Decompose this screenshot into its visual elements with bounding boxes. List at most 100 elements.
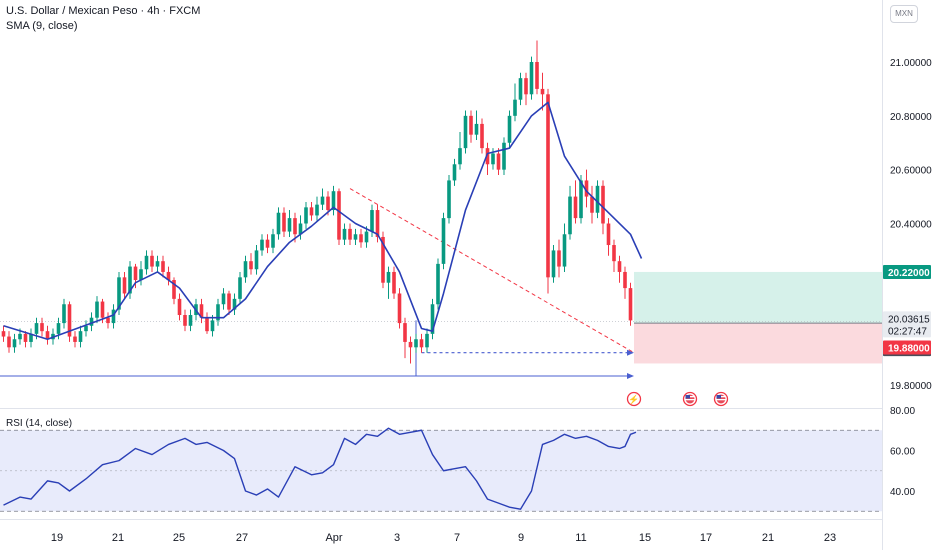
candle bbox=[425, 328, 429, 353]
candle-body bbox=[166, 271, 171, 281]
flag-icon-canton bbox=[716, 395, 721, 399]
candle bbox=[106, 312, 110, 329]
candle bbox=[78, 325, 83, 348]
candle bbox=[304, 201, 308, 229]
candle-body bbox=[474, 123, 479, 135]
candle bbox=[172, 277, 176, 305]
candle-body bbox=[122, 277, 127, 294]
candle-body bbox=[95, 301, 99, 318]
candle-body bbox=[84, 325, 88, 332]
candle-body bbox=[210, 320, 215, 332]
candle bbox=[441, 212, 446, 270]
candle bbox=[458, 131, 462, 170]
flash-marker[interactable]: ⚡ bbox=[626, 391, 642, 407]
candle bbox=[73, 331, 77, 348]
candle bbox=[265, 234, 270, 254]
sma-path bbox=[3, 101, 643, 341]
candle bbox=[535, 40, 539, 95]
candle bbox=[485, 142, 490, 176]
target-price-label: 20.22000 bbox=[883, 264, 931, 279]
candle-body bbox=[293, 218, 297, 235]
candle bbox=[392, 266, 396, 299]
candle bbox=[557, 239, 561, 278]
candle bbox=[331, 185, 336, 216]
candle-body bbox=[397, 293, 402, 324]
event-markers[interactable]: ⚡ bbox=[626, 391, 729, 407]
candle bbox=[546, 88, 550, 294]
candle-body bbox=[238, 277, 242, 299]
candle bbox=[419, 333, 424, 353]
candle bbox=[353, 228, 358, 246]
candle-body bbox=[221, 293, 226, 305]
candle-body bbox=[612, 245, 616, 262]
time-tick-label: 21 bbox=[112, 532, 124, 544]
candle bbox=[617, 255, 622, 283]
candle bbox=[562, 223, 567, 272]
candle-body bbox=[507, 115, 512, 143]
candle bbox=[199, 298, 204, 324]
candle-body bbox=[287, 218, 292, 232]
candle-body bbox=[557, 250, 561, 267]
candle bbox=[474, 110, 479, 141]
candle-body bbox=[381, 236, 385, 283]
candle bbox=[502, 137, 506, 176]
candle-body bbox=[485, 148, 490, 165]
candle-body bbox=[78, 331, 83, 342]
candle-body bbox=[309, 207, 314, 216]
candle-body bbox=[562, 234, 567, 267]
candle-body bbox=[579, 180, 583, 219]
candle-body bbox=[29, 333, 33, 342]
candle bbox=[447, 175, 451, 224]
candle-body bbox=[337, 191, 341, 240]
candle bbox=[89, 312, 94, 332]
candle-body bbox=[359, 234, 363, 243]
candle bbox=[408, 336, 413, 364]
candle-body bbox=[320, 196, 325, 205]
time-axis[interactable]: 19 21 25 27 Apr 3 7 9 11 15 17 21 23 bbox=[51, 532, 836, 544]
flag-icon-canton bbox=[685, 395, 690, 399]
currency-badge[interactable]: MXN bbox=[890, 5, 918, 23]
flash-icon-circle bbox=[626, 391, 642, 407]
price-label-bg bbox=[883, 340, 931, 355]
dashed-level-arrow bbox=[627, 349, 634, 356]
candle-body bbox=[282, 212, 286, 232]
candle bbox=[271, 228, 275, 254]
candle-body bbox=[370, 210, 374, 232]
rsi-tick-label: 40.00 bbox=[890, 487, 915, 498]
candle bbox=[298, 215, 303, 240]
us-flag-marker[interactable] bbox=[713, 391, 729, 407]
candle bbox=[342, 223, 347, 246]
candle bbox=[568, 185, 572, 240]
candle-body bbox=[480, 123, 484, 149]
trendline-dashed bbox=[349, 188, 635, 354]
candle-body bbox=[1, 331, 6, 337]
candle-body bbox=[232, 298, 237, 310]
time-tick-label: 27 bbox=[236, 532, 248, 544]
price-label-text: 20.22000 bbox=[888, 268, 930, 279]
price-axis[interactable]: 21.00000 20.80000 20.60000 20.40000 19.80000 bbox=[890, 58, 932, 392]
rsi-line bbox=[3, 427, 637, 510]
candle-body bbox=[12, 339, 17, 348]
candle-body bbox=[249, 261, 253, 270]
time-tick-label: 25 bbox=[173, 532, 185, 544]
candle bbox=[403, 317, 407, 359]
candle-body bbox=[7, 336, 11, 348]
candle-body bbox=[419, 339, 424, 348]
candle bbox=[480, 118, 484, 154]
candle-body bbox=[183, 315, 187, 326]
candle bbox=[40, 317, 44, 337]
candle-body bbox=[304, 207, 308, 224]
candle bbox=[309, 201, 314, 221]
candle-body bbox=[353, 234, 358, 240]
us-flag-marker[interactable] bbox=[682, 391, 698, 407]
time-tick-label: 3 bbox=[394, 532, 400, 544]
candle-body bbox=[18, 333, 22, 340]
candle bbox=[381, 231, 385, 289]
stop-price-label: 19.88000 bbox=[883, 340, 931, 355]
candle-body bbox=[331, 191, 336, 211]
candle-body bbox=[452, 164, 457, 181]
candle bbox=[254, 245, 259, 275]
candle-body bbox=[128, 266, 132, 294]
